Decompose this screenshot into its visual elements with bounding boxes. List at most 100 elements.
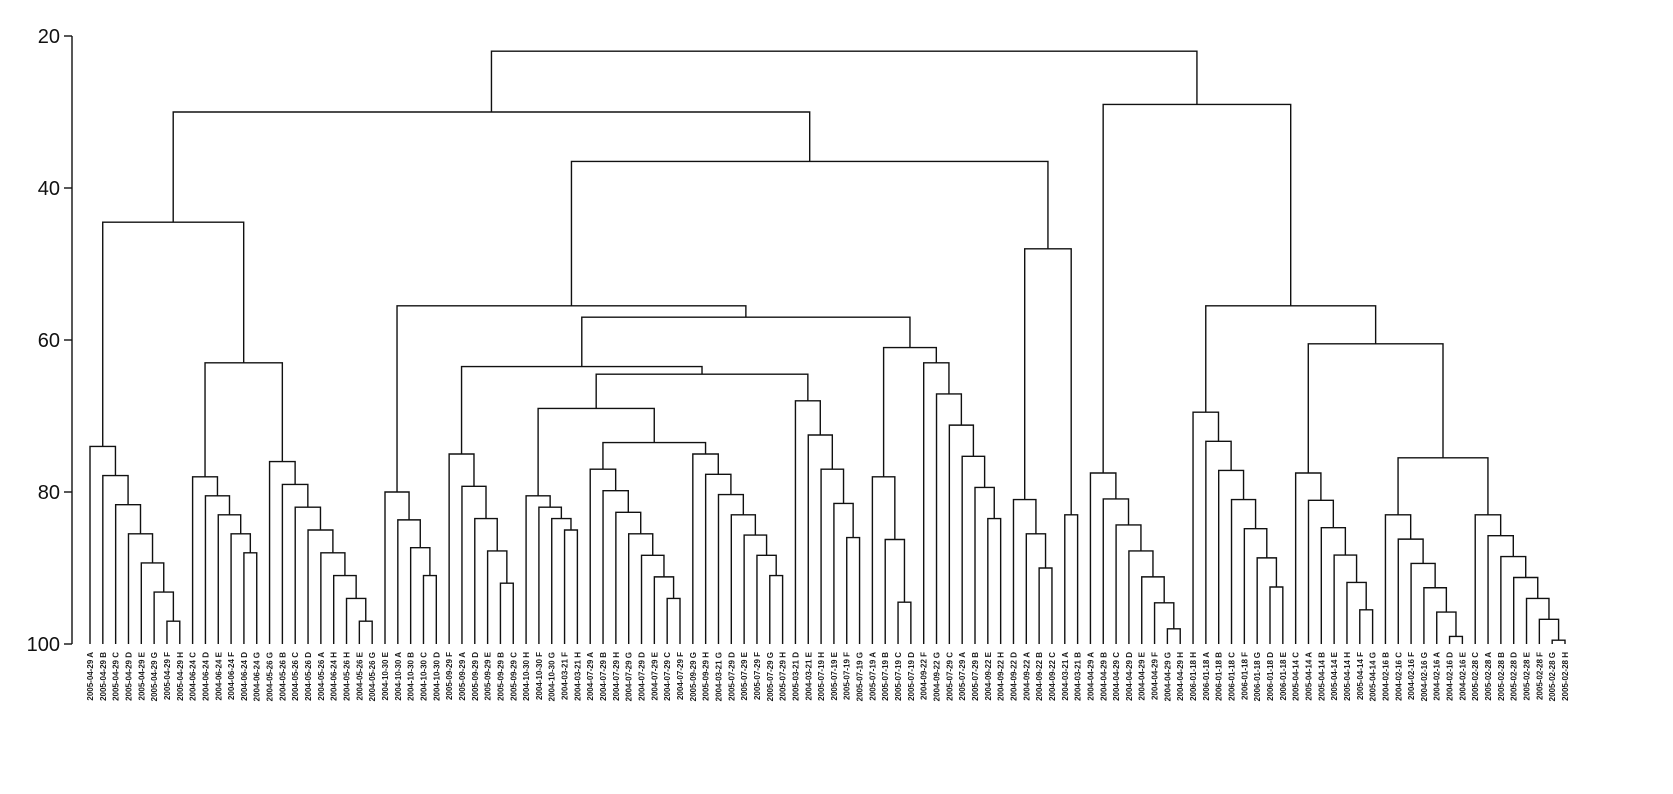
dendrogram-link	[320, 552, 346, 644]
dendrogram-link	[486, 550, 508, 644]
dendrogram-link	[172, 111, 811, 223]
leaf-label: 2004-05-26 C	[291, 652, 300, 701]
dendrogram-link	[884, 538, 906, 644]
leaf-label: 2004-07-29 E	[650, 651, 659, 700]
leaf-label: 2004-04-29 E	[1138, 651, 1147, 700]
dendrogram-link	[961, 455, 986, 644]
dendrogram-link	[230, 533, 252, 644]
dendrogram-link	[882, 346, 938, 477]
leaf-label: 2005-09-29 G	[689, 652, 698, 701]
leaf-label: 2004-05-26 B	[278, 652, 287, 701]
dendrogram-link	[1320, 527, 1347, 644]
leaf-label: 2004-02-16 G	[1420, 652, 1429, 701]
dendrogram-link	[1024, 248, 1072, 515]
leaf-label: 2005-07-19 F	[843, 652, 852, 700]
dendrogram-link	[1153, 602, 1175, 644]
leaf-label: 2005-09-29 H	[702, 652, 711, 701]
leaf-label: 2005-07-29 G	[766, 652, 775, 701]
dendrogram-link	[243, 552, 258, 644]
leaf-label: 2004-03-21 A	[1061, 652, 1070, 701]
dendrogram-link	[1166, 628, 1181, 644]
leaf-label: 2004-10-30 A	[394, 652, 403, 701]
leaf-label: 2004-06-24 G	[253, 652, 262, 701]
leaf-label: 2004-06-24 H	[330, 652, 339, 701]
dendrogram-link	[1551, 639, 1566, 644]
dendrogram-link	[1448, 635, 1464, 644]
leaf-label: 2004-10-30 D	[432, 652, 441, 701]
leaf-label: 2005-07-19 E	[830, 651, 839, 700]
dendrogram-link	[551, 517, 572, 644]
dendrogram-link	[1128, 550, 1154, 644]
leaf-label: 2005-04-29 C	[112, 652, 121, 701]
leaf-label: 2004-07-29 B	[599, 652, 608, 701]
leaf-label: 2005-09-29 B	[496, 652, 505, 701]
leaf-label: 2006-01-18 F	[1240, 652, 1249, 700]
leaf-label: 2005-07-29 A	[958, 652, 967, 701]
leaf-label: 2004-02-16 A	[1433, 652, 1442, 701]
dendrogram-link	[615, 511, 642, 644]
dendrogram-link	[581, 316, 911, 367]
dendrogram-link	[1256, 557, 1278, 644]
dendrogram-link	[102, 221, 245, 447]
dendrogram-link	[1397, 457, 1489, 515]
leaf-label: 2005-07-29 C	[945, 652, 954, 701]
leaf-label: 2004-03-21 E	[804, 651, 813, 700]
leaf-label: 2005-09-29 C	[509, 652, 518, 701]
dendrogram-links	[89, 50, 1566, 644]
leaf-label: 2004-06-24 E	[214, 651, 223, 700]
dendrogram-link	[666, 597, 681, 644]
leaf-label: 2004-06-24 D	[201, 652, 210, 701]
leaf-label: 2005-04-29 F	[163, 652, 172, 700]
leaf-label: 2004-02-16 B	[1381, 652, 1390, 701]
leaf-label: 2004-02-16 E	[1458, 651, 1467, 700]
leaf-label: 2004-03-21 G	[714, 652, 723, 701]
leaf-label: 2005-07-29 B	[971, 652, 980, 701]
dendrogram-link	[1423, 587, 1448, 644]
dendrogram-link	[602, 441, 707, 470]
leaf-label: 2004-02-16 F	[1407, 652, 1416, 700]
dendrogram-link	[1243, 528, 1268, 644]
dendrogram-link	[743, 534, 768, 644]
leaf-label: 2005-07-19 H	[817, 652, 826, 701]
leaf-label: 2004-09-22 B	[1035, 652, 1044, 701]
leaf-label: 2005-04-14 G	[1369, 652, 1378, 701]
leaf-label: 2004-07-29 A	[586, 652, 595, 701]
leaf-label: 2005-09-29 A	[458, 652, 467, 701]
dendrogram-link	[397, 519, 421, 644]
leaf-label: 2005-07-19 A	[868, 652, 877, 701]
leaf-label: 2005-07-29 H	[779, 652, 788, 701]
leaf-label: 2004-04-29 C	[1112, 652, 1121, 701]
leaf-label: 2005-04-14 A	[1304, 652, 1313, 701]
dendrogram-link	[987, 517, 1002, 644]
leaf-label: 2005-02-28 H	[1561, 652, 1570, 701]
dendrogram-link	[846, 536, 861, 644]
dendrogram-link	[833, 502, 854, 644]
leaf-label: 2004-09-22 C	[1048, 652, 1057, 701]
dendrogram-link	[332, 574, 357, 644]
leaf-label: 2006-01-18 H	[1189, 652, 1198, 701]
leaf-label: 2004-03-21 H	[573, 652, 582, 701]
leaf-label: 2004-04-29 B	[1099, 652, 1108, 701]
leaf-label: 2006-01-18 C	[1228, 652, 1237, 701]
dendrogram-link	[166, 620, 181, 644]
dendrogram-link	[384, 491, 410, 644]
leaf-label: 2004-06-24 F	[227, 652, 236, 700]
leaf-label: 2004-07-29 C	[663, 652, 672, 701]
dendrogram-link	[1346, 581, 1367, 644]
dendrogram-link	[570, 160, 1049, 306]
y-tick-label: 20	[38, 26, 60, 48]
dendrogram-link	[204, 495, 231, 644]
dendrogram-link	[1513, 576, 1539, 644]
dendrogram-link	[948, 424, 975, 644]
dendrogram-link	[409, 547, 431, 644]
dendrogram-link	[1307, 343, 1444, 473]
leaf-label: 2005-04-14 C	[1292, 652, 1301, 701]
dendrogram-link	[1205, 305, 1377, 413]
leaf-label: 2005-07-19 G	[856, 652, 865, 701]
leaf-label: 2004-03-21 B	[1074, 652, 1083, 701]
dendrogram-link	[1410, 562, 1436, 644]
leaf-label: 2004-05-26 G	[266, 652, 275, 701]
dendrogram-link	[1333, 554, 1358, 644]
leaf-label: 2004-10-30 E	[381, 651, 390, 700]
